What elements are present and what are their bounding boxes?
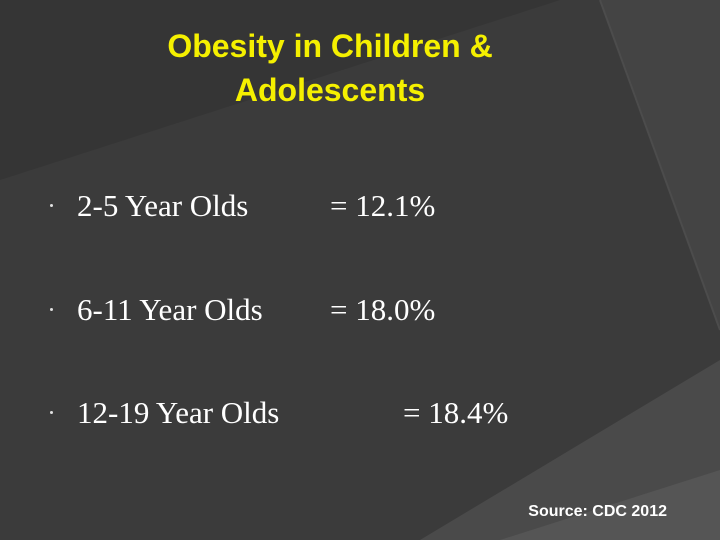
bullet-value: = 18.0% — [330, 292, 436, 327]
bullet-value: = 18.4% — [403, 395, 509, 430]
bullet-dot-icon — [50, 308, 53, 311]
bullet-item-12-19: 12-19 Year Olds = 18.4% — [0, 393, 720, 433]
background-shape-corner — [500, 470, 720, 540]
slide-title-line-1: Obesity in Children & — [167, 28, 493, 64]
bullet-label: 2-5 Year Olds — [77, 188, 249, 223]
bullet-value: = 12.1% — [330, 188, 436, 223]
source-citation: Source: CDC 2012 — [528, 503, 667, 520]
background-shape-top-left — [0, 0, 560, 180]
background-line — [599, 0, 720, 331]
bullet-item-2-5: 2-5 Year Olds = 12.1% — [0, 186, 720, 226]
bullet-dot-icon — [50, 411, 53, 414]
bullet-label: 12-19 Year Olds — [77, 395, 280, 430]
slide-title: Obesity in Children & Adolescents — [130, 24, 530, 112]
bullet-label: 6-11 Year Olds — [77, 292, 263, 327]
slide-title-line-2: Adolescents — [234, 72, 426, 108]
bullet-item-6-11: 6-11 Year Olds = 18.0% — [0, 290, 720, 330]
bullet-dot-icon — [50, 204, 53, 207]
